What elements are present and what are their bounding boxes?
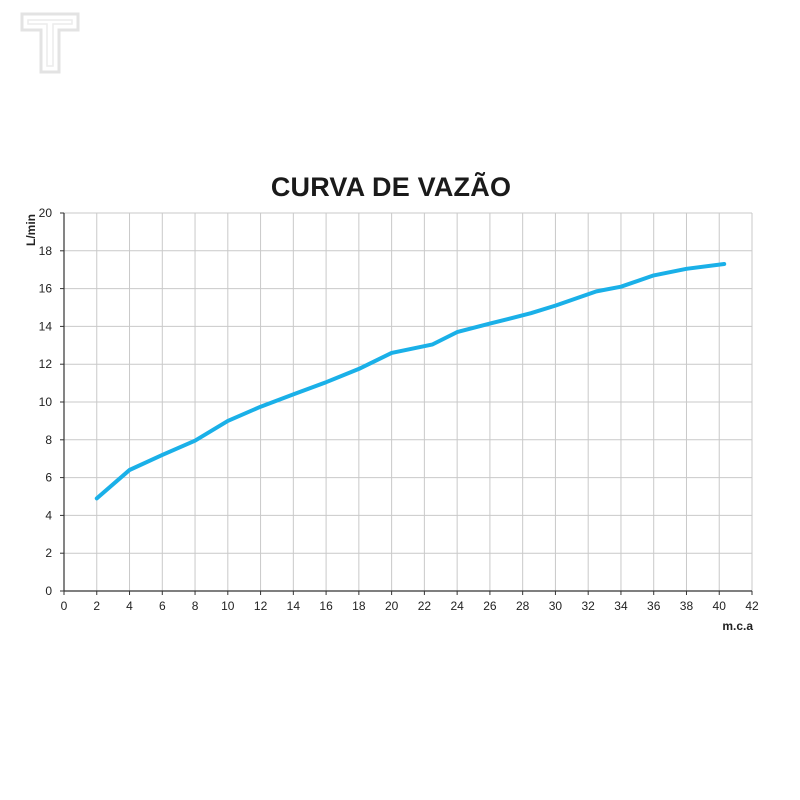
y-tick-label: 0 (45, 584, 52, 598)
series-layer (94, 262, 727, 501)
grid (63, 212, 753, 592)
y-tick-label: 12 (39, 357, 53, 371)
y-tick-label: 6 (45, 471, 52, 485)
x-tick-label: 38 (680, 599, 694, 613)
x-tick-label: 36 (647, 599, 661, 613)
y-tick-label: 8 (45, 433, 52, 447)
x-tick-label: 12 (254, 599, 268, 613)
x-tick-label: 40 (713, 599, 727, 613)
x-tick-label: 28 (516, 599, 530, 613)
y-tick-label: 2 (45, 546, 52, 560)
x-tick-label: 22 (418, 599, 432, 613)
y-tick-label: 16 (39, 282, 53, 296)
x-axis-label: m.c.a (722, 619, 753, 633)
x-tick-label: 24 (450, 599, 464, 613)
y-tick-label: 18 (39, 244, 53, 258)
x-tick-label: 2 (93, 599, 100, 613)
flow-series-line (94, 262, 727, 501)
axes (60, 212, 753, 595)
y-tick-label: 14 (39, 319, 53, 333)
y-tick-label: 10 (39, 395, 53, 409)
x-tick-label: 8 (192, 599, 199, 613)
y-axis-label: L/min (24, 214, 38, 246)
y-tick-label: 4 (45, 508, 52, 522)
logo-icon (20, 12, 80, 74)
x-tick-labels: 0 2 4 6 8 10 12 14 16 18 20 22 24 26 28 30 32 34 36 38 40 42 (61, 599, 759, 613)
x-tick-label: 14 (287, 599, 301, 613)
x-tick-label: 42 (745, 599, 759, 613)
x-tick-label: 4 (126, 599, 133, 613)
chart-title: CURVA DE VAZÃO (270, 172, 512, 202)
x-tick-label: 30 (549, 599, 563, 613)
x-tick-label: 18 (352, 599, 366, 613)
x-tick-label: 6 (159, 599, 166, 613)
x-tick-label: 20 (385, 599, 399, 613)
y-tick-label: 20 (39, 206, 53, 220)
x-tick-label: 0 (61, 599, 68, 613)
x-tick-label: 32 (582, 599, 596, 613)
x-tick-label: 26 (483, 599, 497, 613)
x-tick-label: 34 (614, 599, 628, 613)
y-tick-labels: 0 2 4 6 8 10 12 14 16 18 20 (39, 206, 53, 598)
x-tick-label: 16 (319, 599, 333, 613)
x-tick-label: 10 (221, 599, 235, 613)
